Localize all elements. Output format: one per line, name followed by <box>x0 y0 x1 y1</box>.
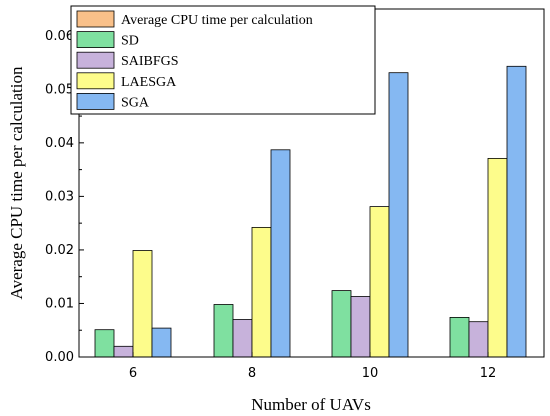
y-tick-label: 0.00 <box>45 350 74 365</box>
bar-sd-12 <box>449 316 470 358</box>
x-axis-title: Number of UAVs <box>251 395 371 414</box>
bar-saibfgs-10 <box>350 296 371 358</box>
bar-sd-10 <box>331 290 352 358</box>
x-tick-label: 12 <box>480 366 497 381</box>
bar-laesga-12 <box>487 157 508 358</box>
y-tick-label: 0.01 <box>45 296 74 311</box>
bar-sd-8 <box>213 304 234 358</box>
y-tick-label: 0.04 <box>45 136 74 151</box>
legend-swatch-sga <box>76 93 115 110</box>
legend-label-sd: SD <box>121 34 139 49</box>
bar-sga-6 <box>151 327 172 358</box>
legend: Average CPU time per calculation SD SAIBFG… <box>70 5 376 115</box>
bar-saibfgs-12 <box>468 321 489 358</box>
bar-sga-10 <box>388 72 409 358</box>
x-tick-label: 8 <box>248 366 256 381</box>
bar-sga-8 <box>270 149 291 358</box>
x-axis-ticks: 6 8 10 12 <box>129 352 496 381</box>
y-tick-label: 0.02 <box>45 243 74 258</box>
bar-laesga-8 <box>251 226 272 358</box>
bar-saibfgs-6 <box>113 345 134 358</box>
bar-saibfgs-8 <box>232 319 253 358</box>
legend-swatch-laesga <box>76 72 115 90</box>
bars-group <box>94 65 527 358</box>
y-axis-ticks: 0.00 0.01 0.02 0.03 0.04 0.05 0.06 <box>45 29 84 365</box>
y-tick-label: 0.05 <box>45 82 74 97</box>
legend-swatch-saibfgs <box>76 51 115 69</box>
legend-box <box>70 5 376 115</box>
bar-sd-6 <box>94 329 115 358</box>
legend-label-sga: SGA <box>121 95 150 110</box>
y-tick-label: 0.06 <box>45 29 74 44</box>
y-axis-title: Average CPU time per calculation <box>7 66 26 299</box>
legend-swatch-title <box>76 10 115 28</box>
bar-laesga-6 <box>132 250 153 358</box>
x-tick-label: 10 <box>362 366 379 381</box>
legend-label-saibfgs: SAIBFGS <box>121 54 179 69</box>
x-tick-label: 6 <box>129 366 137 381</box>
legend-label-title: Average CPU time per calculation <box>121 13 313 28</box>
bar-sga-12 <box>506 65 527 358</box>
y-tick-label: 0.03 <box>45 189 74 204</box>
legend-swatch-sd <box>76 31 115 49</box>
legend-label-laesga: LAESGA <box>121 75 177 90</box>
bar-laesga-10 <box>369 206 390 358</box>
